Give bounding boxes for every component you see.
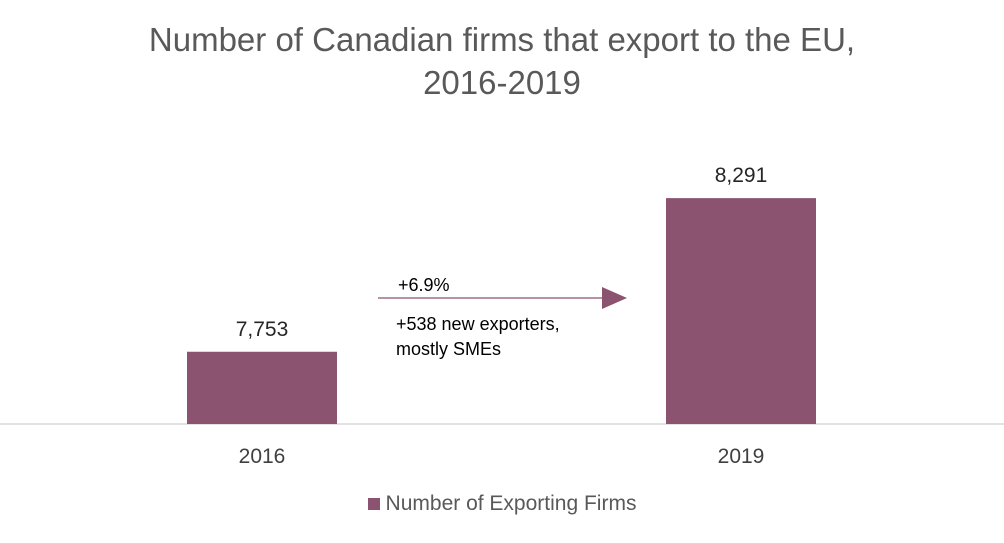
x-tick-label-2019: 2019 xyxy=(718,445,765,468)
change-arrow-head xyxy=(602,287,627,309)
legend: Number of Exporting Firms xyxy=(0,492,1004,516)
change-percent-label: +6.9% xyxy=(398,275,450,295)
legend-label: Number of Exporting Firms xyxy=(385,492,637,515)
chart-title-line-1: Number of Canadian firms that export to … xyxy=(148,21,856,58)
data-label-2019: 8,291 xyxy=(715,164,768,187)
bar-2016 xyxy=(187,351,337,424)
legend-swatch xyxy=(367,498,380,510)
chart-title: Number of Canadian firms that export to … xyxy=(0,18,1004,104)
change-note-line-2: mostly SMEs xyxy=(396,339,501,359)
change-annotation: +6.9% +538 new exporters, mostly SMEs xyxy=(378,275,627,359)
x-tick-label-2016: 2016 xyxy=(239,445,286,468)
bar-2019 xyxy=(666,198,816,424)
chart-title-line-2: 2016-2019 xyxy=(423,64,581,101)
bars-group: 7,753 2016 8,291 2019 xyxy=(187,164,816,468)
change-note-line-1: +538 new exporters, xyxy=(396,314,560,334)
data-label-2016: 7,753 xyxy=(236,318,289,341)
